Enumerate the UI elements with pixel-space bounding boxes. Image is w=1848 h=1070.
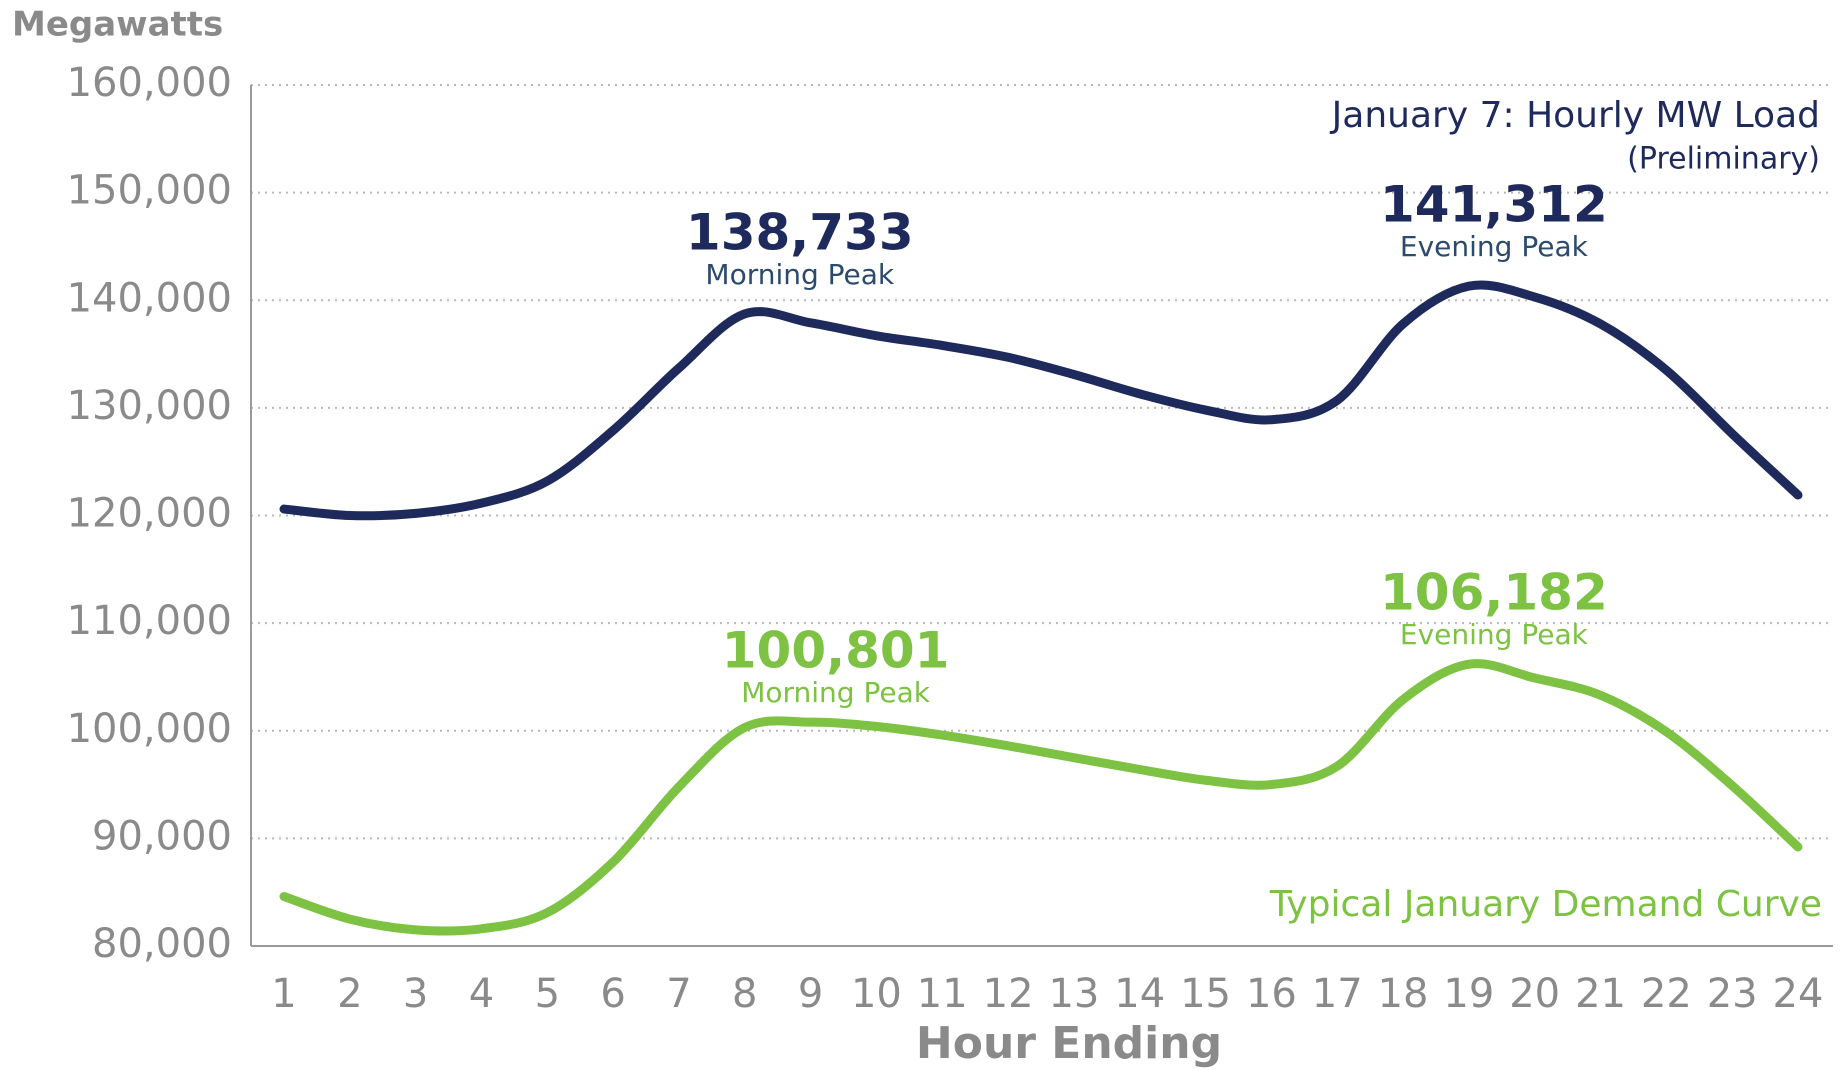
x-tick-label: 2: [337, 971, 362, 1017]
x-tick-label: 21: [1575, 971, 1626, 1017]
x-tick-label: 5: [535, 971, 560, 1017]
x-tick-label: 10: [851, 971, 902, 1017]
x-tick-label: 13: [1048, 971, 1099, 1017]
y-tick-label: 130,000: [67, 383, 232, 429]
series-label: January 7: Hourly MW Load: [1330, 95, 1820, 136]
series-label: Typical January Demand Curve: [1269, 884, 1822, 925]
x-tick-label: 24: [1773, 971, 1824, 1017]
peak-value: 100,801: [722, 622, 950, 680]
y-tick-label: 100,000: [67, 706, 232, 752]
x-tick-label: 12: [983, 971, 1034, 1017]
y-tick-label: 160,000: [67, 60, 232, 106]
peak-note: Morning Peak: [705, 258, 895, 291]
peak-value: 141,312: [1380, 176, 1608, 234]
x-tick-label: 8: [732, 971, 757, 1017]
x-tick-label: 17: [1312, 971, 1363, 1017]
x-tick-label: 9: [798, 971, 823, 1017]
y-tick-label: 140,000: [67, 275, 232, 321]
x-tick-label: 1: [271, 971, 296, 1017]
peak-value: 106,182: [1380, 564, 1608, 622]
peak-note: Evening Peak: [1400, 618, 1589, 651]
x-axis-label: Hour Ending: [916, 1018, 1222, 1069]
peak-note: Evening Peak: [1400, 230, 1589, 263]
x-tick-label: 6: [600, 971, 625, 1017]
x-tick-label: 23: [1707, 971, 1758, 1017]
y-tick-label: 150,000: [67, 168, 232, 214]
x-tick-label: 3: [403, 971, 428, 1017]
x-tick-label: 14: [1114, 971, 1165, 1017]
series-line: [279, 659, 1803, 936]
x-tick-label: 22: [1641, 971, 1692, 1017]
x-tick-label: 4: [469, 971, 494, 1017]
peak-note: Morning Peak: [741, 676, 931, 709]
x-tick-label: 11: [917, 971, 968, 1017]
peak-value: 138,733: [686, 203, 914, 261]
x-tick-label: 20: [1509, 971, 1560, 1017]
y-axis-label: Megawatts: [12, 5, 223, 45]
series-line: [279, 280, 1803, 521]
x-tick-label: 18: [1378, 971, 1429, 1017]
y-tick-label: 90,000: [92, 813, 232, 859]
y-tick-label: 120,000: [67, 491, 232, 537]
subtitle: (Preliminary): [1627, 142, 1820, 177]
y-tick-label: 80,000: [92, 921, 232, 967]
x-tick-label: 19: [1443, 971, 1494, 1017]
x-tick-label: 16: [1246, 971, 1297, 1017]
y-tick-label: 110,000: [67, 598, 232, 644]
x-tick-label: 15: [1180, 971, 1231, 1017]
x-tick-label: 7: [666, 971, 691, 1017]
